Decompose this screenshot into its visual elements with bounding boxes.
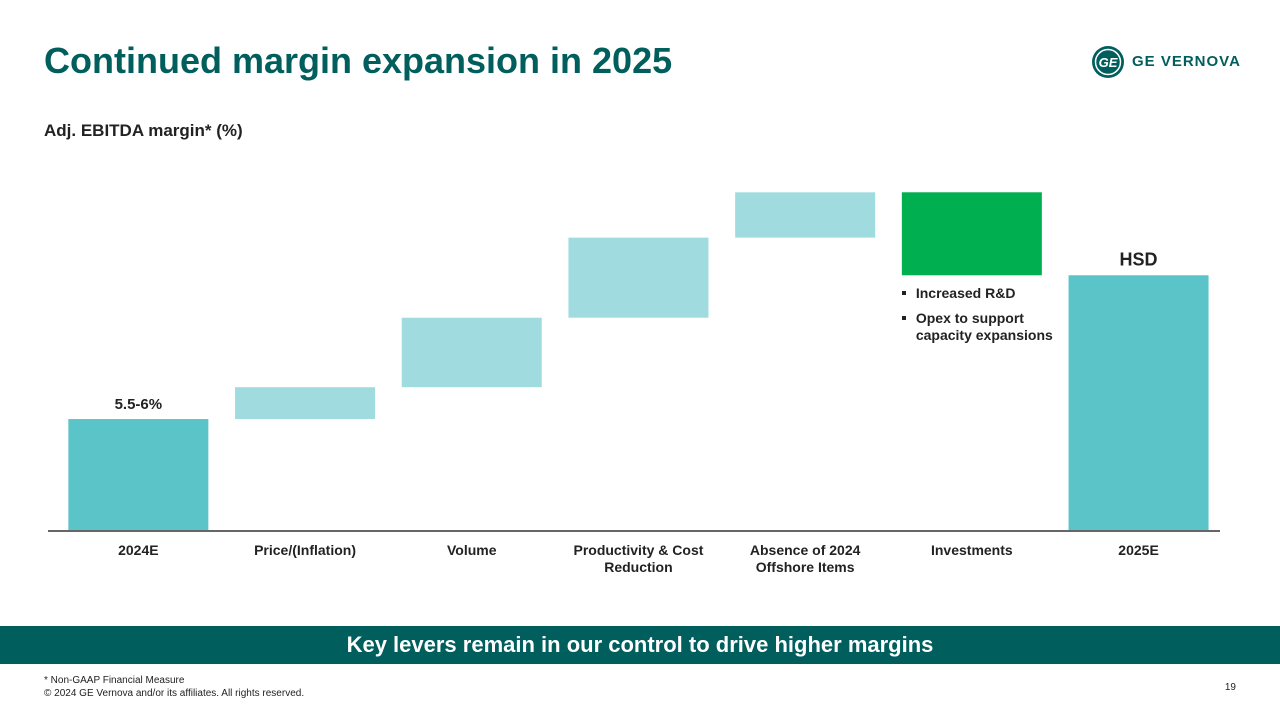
bullet-marker <box>901 291 906 296</box>
bar <box>235 387 376 420</box>
page-number: 19 <box>1224 682 1236 693</box>
logo-icon: GE <box>1092 46 1124 78</box>
x-tick-label: Investments <box>930 542 1013 558</box>
x-tick-label: Volume <box>446 542 497 558</box>
subtitle: Adj. EBITDA margin* (%) <box>44 121 243 140</box>
bullet: Opex to support capacity expansions <box>901 310 1066 344</box>
logo-text: GE VERNOVA <box>1132 53 1241 70</box>
bar <box>1068 275 1209 530</box>
footnote: * Non-GAAP Financial Measure <box>44 675 185 686</box>
banner: Key levers remain in our control to driv… <box>0 626 1280 664</box>
copyright: © 2024 GE Vernova and/or its affiliates.… <box>44 688 305 699</box>
svg-text:GE: GE <box>1099 55 1118 70</box>
bar <box>68 419 209 530</box>
x-tick-label: Absence of 2024 Offshore Items <box>749 542 861 575</box>
x-tick-label: Price/(Inflation) <box>254 542 356 558</box>
bar <box>735 192 876 238</box>
chart: 5.5-6% HSD <box>48 192 1220 532</box>
x-tick-label: 2025E <box>1118 542 1159 558</box>
data-label: HSD <box>1120 249 1158 269</box>
bullet: Increased R&D <box>901 285 1066 302</box>
x-tick-label: 2024E <box>118 542 159 558</box>
bar <box>901 192 1042 276</box>
bar <box>401 317 542 388</box>
bullet-marker <box>901 316 906 321</box>
annotation: Increased R&D Opex to support capacity ex… <box>901 285 1066 352</box>
bar <box>568 237 709 318</box>
x-tick-label: Productivity & Cost Reduction <box>573 542 704 575</box>
data-label: 5.5-6% <box>115 396 163 413</box>
title: Continued margin expansion in 2025 <box>44 40 673 81</box>
